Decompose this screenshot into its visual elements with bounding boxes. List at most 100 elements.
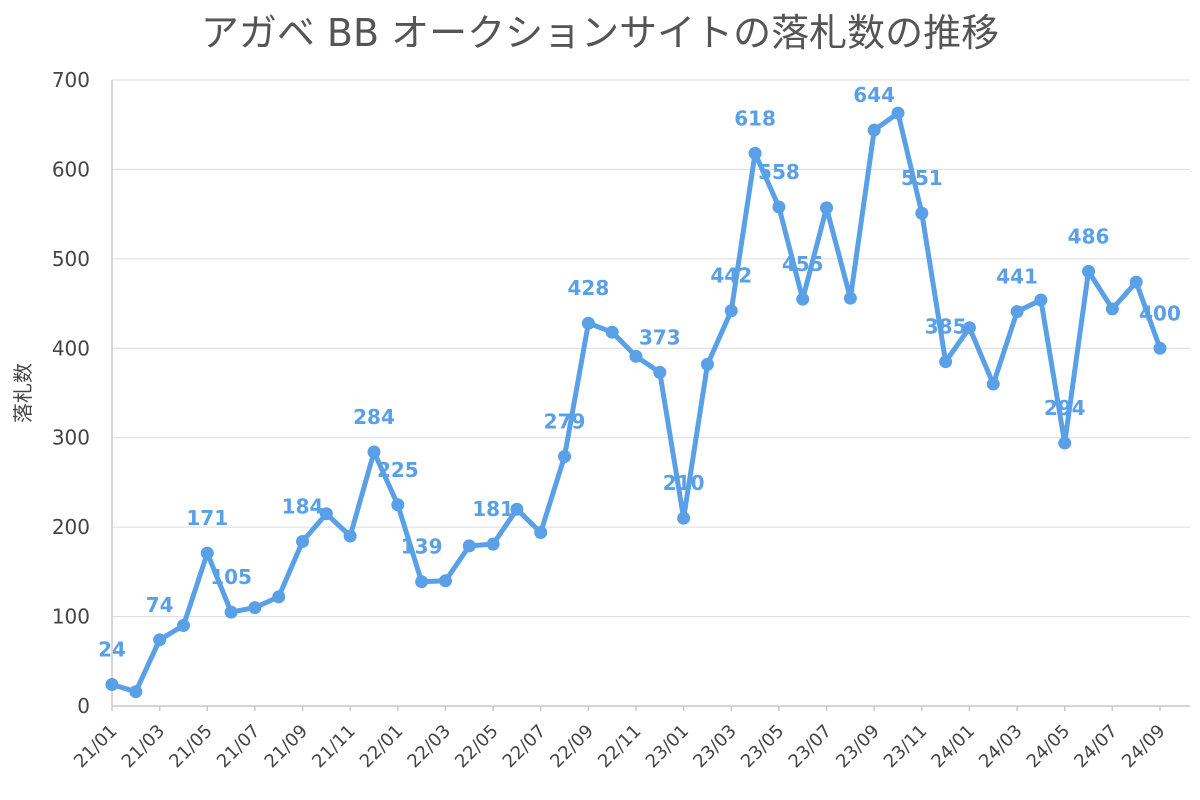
data-label: 428 [567,276,609,300]
data-point [653,365,667,379]
data-point [486,537,500,551]
label-layer: 24 74 171 105 184 284 225 139 181 279 428 373 210 442… [98,83,1181,661]
data-point [724,304,738,318]
x-tick-label: 24/07 [1070,721,1122,773]
data-label: 105 [210,565,252,589]
data-label: 210 [663,471,705,495]
x-tick-label: 22/09 [546,721,598,773]
data-label: 74 [146,593,174,617]
x-tick-label: 23/01 [642,721,694,773]
y-tick-label: 400 [52,336,90,360]
data-point [391,498,405,512]
data-point [891,106,905,120]
x-tick-label: 23/09 [832,721,884,773]
data-label: 181 [472,497,514,521]
data-point [1058,436,1072,450]
data-label: 171 [186,506,228,530]
data-label: 294 [1044,396,1086,420]
data-point [534,526,548,540]
data-point [1034,293,1048,307]
data-label: 442 [710,264,752,288]
x-tick-label: 24/05 [1023,721,1075,773]
data-label: 279 [544,409,586,433]
x-tick-label: 21/01 [70,721,122,773]
data-point [415,575,429,589]
data-point [367,445,381,459]
data-point [176,619,190,633]
data-label: 441 [996,265,1038,289]
data-label: 373 [639,325,681,349]
data-point [1082,264,1096,278]
data-point [319,507,333,521]
data-label: 225 [377,458,419,482]
data-point [558,449,572,463]
data-label: 551 [901,166,943,190]
x-tick-label: 21/09 [261,721,313,773]
data-label: 24 [98,638,126,662]
data-point [510,502,524,516]
data-point [962,321,976,335]
x-tick-label: 22/01 [356,721,408,773]
x-tick-label: 22/11 [594,721,646,773]
data-point [677,511,691,525]
axis-layer: 010020030040050060070021/0121/0321/0521/… [11,68,1190,772]
data-point [796,292,810,306]
data-point [772,200,786,214]
data-point [296,534,310,548]
data-point [343,529,357,543]
data-point [939,355,953,369]
data-point [224,605,238,619]
data-point [153,633,167,647]
data-point [438,574,452,588]
y-tick-label: 0 [77,694,90,718]
x-tick-label: 23/03 [689,721,741,773]
x-tick-label: 24/09 [1118,721,1170,773]
data-point [129,685,143,699]
point-layer [105,106,1167,699]
y-tick-label: 500 [52,247,90,271]
data-point [200,546,214,560]
y-axis-title: 落札数 [11,363,35,423]
data-point [843,291,857,305]
x-tick-label: 24/03 [975,721,1027,773]
line-layer [109,110,1163,695]
data-label: 455 [782,252,824,276]
y-tick-label: 600 [52,157,90,181]
data-point [629,349,643,363]
data-label: 644 [853,83,895,107]
data-point [1153,341,1167,355]
y-tick-label: 200 [52,515,90,539]
data-label: 385 [925,315,967,339]
x-tick-label: 22/03 [403,721,455,773]
grid-layer [112,79,1190,618]
data-point [605,325,619,339]
data-point [820,201,834,215]
data-point [248,601,262,615]
data-point [1010,305,1024,319]
data-label: 400 [1139,301,1181,325]
y-tick-label: 300 [52,426,90,450]
data-point [1129,275,1143,289]
x-tick-label: 21/11 [308,721,360,773]
x-tick-label: 22/07 [499,721,551,773]
data-label: 558 [758,160,800,184]
data-point [272,590,286,604]
data-label: 284 [353,405,395,429]
data-point [986,377,1000,391]
data-point [1105,302,1119,316]
data-point [700,357,714,371]
x-tick-label: 24/01 [927,721,979,773]
x-tick-label: 21/07 [213,721,265,773]
data-point [748,146,762,160]
data-point [867,123,881,137]
x-tick-label: 23/05 [737,721,789,773]
x-tick-label: 23/11 [880,721,932,773]
y-tick-label: 100 [52,605,90,629]
x-tick-label: 21/03 [118,721,170,773]
data-label: 486 [1068,224,1110,248]
chart-title: アガベ BB オークションサイトの落札数の推移 [200,11,1000,55]
data-point [462,539,476,553]
data-label: 618 [734,106,776,130]
